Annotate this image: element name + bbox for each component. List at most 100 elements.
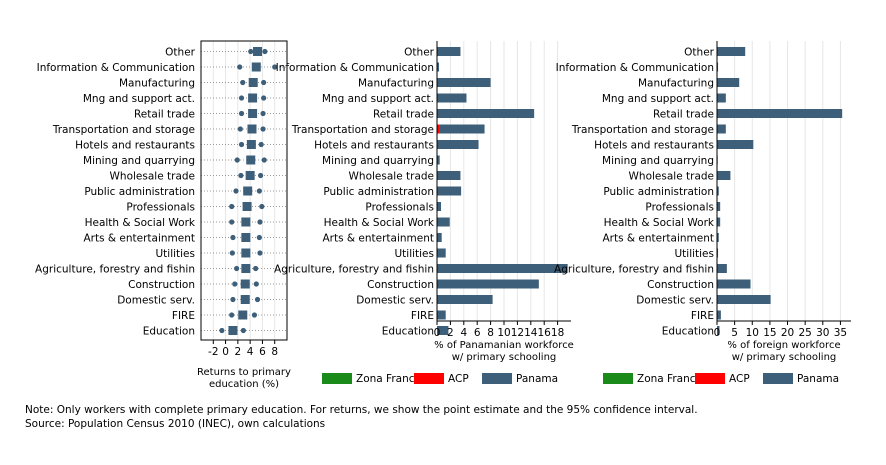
ci-high-point [257,219,263,225]
tick-label: 6 [259,346,266,358]
tick-label: 0 [714,327,721,339]
ci-high-point [253,281,259,287]
ci-high-point [260,110,266,117]
bar [717,310,721,320]
ci-high-point [256,188,262,194]
bar [439,124,485,134]
tick-label: 4 [460,327,467,339]
category-label: Domestic serv. [636,295,714,307]
tick-label: 35 [834,327,847,339]
category-label: Agriculture, forestry and fishin [35,264,195,276]
category-label: Education [662,326,714,338]
point-estimate [247,124,257,134]
category-label: Health & Social Work [324,217,435,229]
ci-low-point [238,110,245,117]
point-estimate [248,109,258,118]
ci-low-point [219,327,225,334]
legend-label: Panama [516,373,558,385]
x-axis-title: Returns to primary [197,367,291,378]
bar [437,186,462,196]
point-estimate [240,279,250,289]
bar [437,248,446,258]
ci-low-point [229,219,235,225]
ci-high-point [253,265,259,272]
plot-frame [200,40,288,341]
bar [437,140,479,149]
ci-high-point [257,172,264,179]
bar [437,217,450,227]
bar [717,279,751,289]
category-label: Wholesale trade [110,171,195,183]
ci-low-point [234,157,240,163]
ci-high-point [261,157,267,163]
x-axis-title: w/ primary schooling [732,352,837,363]
tick-label: 12 [511,327,524,339]
category-label: Mining and quarrying [602,155,714,167]
category-label: Public administration [84,186,195,198]
ci-high-point [260,126,266,132]
bar [437,124,440,134]
category-label: Transportation and storage [52,124,195,136]
point-estimate [241,233,251,242]
category-label: Mng and support act. [322,93,434,105]
footnote: Note: Only workers with complete primary… [25,404,698,416]
bar [717,248,719,258]
category-label: FIRE [172,310,195,322]
bar [437,202,442,211]
category-label: Retail trade [134,109,195,121]
ci-high-point [261,95,267,101]
bar [717,140,754,149]
x-axis-title: education (%) [209,379,279,390]
legend-swatch [322,373,352,384]
category-label: Arts & entertainment [322,233,434,245]
tick-label: 14 [524,327,538,339]
legend-label: Zona Franca [356,373,421,385]
ci-low-point [232,281,238,287]
category-label: Education [143,326,195,338]
legend-swatch [482,373,512,384]
point-estimate [238,310,248,320]
ci-low-point [238,141,245,148]
bar [717,93,726,103]
bar [717,47,746,56]
bar [437,264,568,273]
category-label: Information & Communication [37,62,195,74]
category-label: Arts & entertainment [83,233,195,245]
tick-label: 15 [763,327,776,339]
category-label: Professionals [645,202,714,214]
returns-panel: Other Information & Communication Manufact… [35,40,291,390]
tick-label: 20 [781,327,794,339]
tick-label: 0 [434,327,441,339]
point-estimate [241,217,251,227]
tick-label: 8 [271,346,278,358]
category-label: Hotels and restaurants [314,140,434,152]
point-estimate [241,264,251,273]
ci-low-point [229,250,235,256]
category-label: Information & Communication [276,62,434,74]
tick-label: 16 [538,327,552,339]
tick-label: 10 [746,327,759,339]
bar [717,109,843,118]
ci-high-point [262,48,268,55]
category-label: Other [684,47,714,59]
category-label: Manufacturing [119,78,195,90]
ci-low-point [229,203,235,210]
bar [437,233,442,242]
ci-high-point [254,296,261,303]
bar [717,233,719,242]
tick-label: 0 [222,346,229,358]
point-estimate [242,202,252,211]
category-label: Mining and quarrying [83,155,195,167]
category-label: Domestic serv. [356,295,434,307]
ci-high-point [259,203,265,210]
category-label: Agriculture, forestry and fishin [274,264,434,276]
category-label: Hotels and restaurants [594,140,714,152]
x-axis-title: % of foreign workforce [727,340,840,351]
bar [437,279,539,289]
bar [717,217,721,227]
point-estimate [243,186,253,196]
category-label: Retail trade [653,109,714,121]
bar [717,124,726,134]
category-label: Retail trade [373,109,434,121]
ci-low-point [237,126,243,132]
